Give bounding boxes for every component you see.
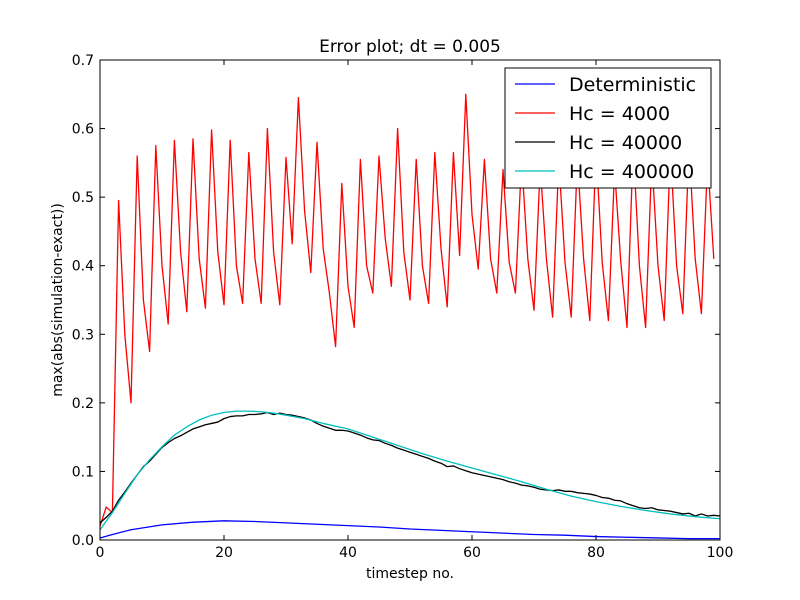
legend-label: Hc = 4000 <box>569 103 670 125</box>
x-tick-label: 80 <box>587 545 605 561</box>
axis-ticks: 0 20 40 60 80 100 0.0 0.1 0.2 0.3 0.4 0.5 0.6 0.7 <box>72 53 734 561</box>
x-tick-label: 20 <box>215 545 233 561</box>
series-layer <box>99 93 721 540</box>
legend: Deterministic Hc = 4000 Hc = 40000 Hc = 400… <box>504 67 712 189</box>
plot-frame <box>99 59 721 541</box>
series-line-1 <box>99 93 715 527</box>
legend-label: Hc = 40000 <box>569 132 682 154</box>
y-tick-label: 0.1 <box>72 464 94 480</box>
y-tick-label: 0.5 <box>72 190 94 206</box>
y-axis-label: max(abs(simulation-exact)) <box>50 203 66 397</box>
y-tick-label: 0.2 <box>72 396 94 412</box>
chart-title: Error plot; dt = 0.005 <box>319 37 501 57</box>
x-tick-label: 100 <box>707 545 734 561</box>
x-axis-label: timestep no. <box>366 566 454 582</box>
x-tick-label: 40 <box>339 545 357 561</box>
legend-label: Hc = 400000 <box>569 161 694 183</box>
series-line-2 <box>99 411 721 524</box>
legend-box <box>504 67 712 189</box>
y-tick-label: 0.4 <box>72 259 94 275</box>
legend-label: Deterministic <box>569 74 696 96</box>
y-tick-label: 0.0 <box>72 533 94 549</box>
series-line-3 <box>99 410 721 531</box>
y-tick-label: 0.6 <box>72 122 94 138</box>
x-tick-label: 60 <box>463 545 481 561</box>
y-tick-label: 0.7 <box>72 53 94 69</box>
y-tick-label: 0.3 <box>72 327 94 343</box>
x-tick-label: 0 <box>96 545 105 561</box>
series-line-0 <box>99 520 720 540</box>
